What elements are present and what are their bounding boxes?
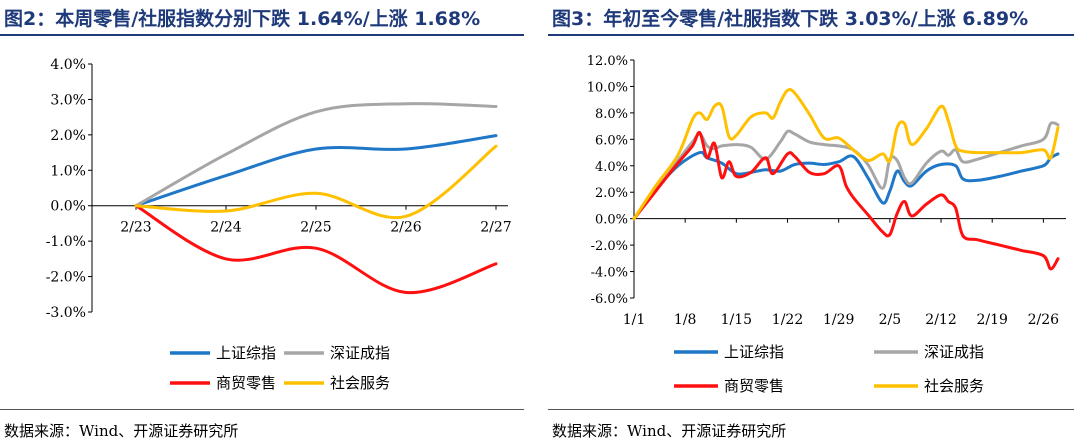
legend-label-3: 社会服务 <box>924 377 984 395</box>
x-tick-label: 1/1 <box>623 312 646 328</box>
y-tick-label: 2.0% <box>595 186 628 201</box>
x-tick-label: 2/23 <box>120 220 151 236</box>
x-tick-label: 2/25 <box>300 220 331 236</box>
series-line-2 <box>632 130 1060 271</box>
y-tick-label: -1.0% <box>46 234 86 250</box>
series-line-0 <box>632 150 1060 221</box>
x-tick-label: 2/27 <box>480 220 511 236</box>
y-tick-label: -2.0% <box>46 270 86 286</box>
legend-label-3: 社会服务 <box>330 374 390 392</box>
ytd-line-chart: 12.0% 10.0% 8.0% 6.0% 4.0% 2.0% 0.0% -2.0% -4.0%… <box>587 54 1066 395</box>
y-tick-label: -4.0% <box>591 266 628 281</box>
y-tick-label: 3.0% <box>50 92 86 108</box>
title-divider <box>548 34 1074 36</box>
y-tick-label: 2.0% <box>50 128 86 144</box>
source-divider <box>548 409 1074 410</box>
y-tick-label: 4.0% <box>595 160 628 175</box>
legend-label-2: 商贸零售 <box>216 374 276 392</box>
y-tick-label: 4.0% <box>50 57 86 73</box>
chart-title: 图2：本周零售/社服指数分别下跌 1.64%/上涨 1.68% <box>4 8 481 30</box>
title-divider <box>0 34 524 36</box>
y-tick-label: -2.0% <box>591 239 628 254</box>
weekly-line-chart: 4.0% 3.0% 2.0% 1.0% 0.0% -1.0% -2.0% -3.0% 2/23 2… <box>46 57 512 392</box>
x-tick-label: 1/29 <box>823 312 854 328</box>
source-note: 数据来源：Wind、开源证券研究所 <box>552 422 787 440</box>
x-tick-label: 2/24 <box>210 220 242 236</box>
x-tick-label: 1/22 <box>772 312 803 328</box>
series-line-3 <box>632 88 1060 221</box>
x-tick-label: 2/12 <box>925 312 956 328</box>
x-tick-label: 1/8 <box>674 312 697 328</box>
chart-title: 图3：年初至今零售/社服指数下跌 3.03%/上涨 6.89% <box>552 8 1029 30</box>
series-line-2 <box>134 204 498 295</box>
y-tick-label: 10.0% <box>587 80 628 95</box>
x-tick-label: 2/26 <box>390 220 422 236</box>
y-tick-label: 0.0% <box>595 213 628 228</box>
y-tick-label: 0.0% <box>50 199 86 215</box>
legend-label-1: 深证成指 <box>924 343 984 361</box>
x-tick-label: 1/15 <box>721 312 752 328</box>
y-tick-label: 6.0% <box>595 133 628 148</box>
y-tick-label: 1.0% <box>50 163 86 179</box>
y-tick-label: -6.0% <box>591 292 628 307</box>
y-tick-label: 12.0% <box>587 54 628 69</box>
series-line-0 <box>134 134 498 208</box>
y-tick-label: 8.0% <box>595 107 628 122</box>
source-divider <box>0 409 524 410</box>
series-line-3 <box>134 144 498 220</box>
y-tick-label: -3.0% <box>46 305 86 321</box>
legend-label-0: 上证综指 <box>724 343 784 361</box>
x-tick-label: 2/19 <box>976 312 1007 328</box>
source-note: 数据来源：Wind、开源证券研究所 <box>4 422 239 440</box>
x-tick-label: 2/5 <box>879 312 902 328</box>
chart-panel-ytd: 图3：年初至今零售/社服指数下跌 3.03%/上涨 6.89% 12.0% 10.… <box>548 0 1080 445</box>
chart-panel-weekly: 图2：本周零售/社服指数分别下跌 1.64%/上涨 1.68% 4.0% 3.0%… <box>0 0 530 445</box>
x-tick-label: 2/26 <box>1028 312 1060 328</box>
legend-label-1: 深证成指 <box>330 344 390 362</box>
series-line-1 <box>134 102 498 208</box>
legend-label-2: 商贸零售 <box>724 377 784 395</box>
legend-label-0: 上证综指 <box>216 344 276 362</box>
